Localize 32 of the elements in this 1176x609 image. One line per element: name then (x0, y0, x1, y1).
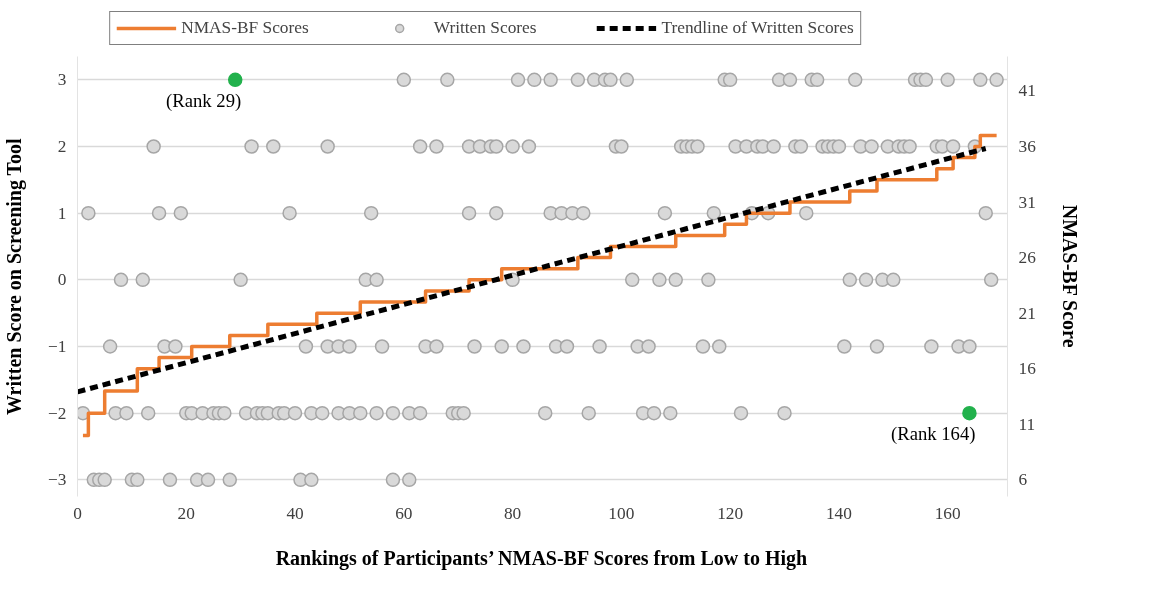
x-tick-label: 20 (177, 503, 195, 523)
y-tick-label: 3 (57, 70, 67, 90)
x-tick-label: 100 (608, 503, 635, 523)
y2-tick-label: 41 (1018, 81, 1036, 101)
y2-tick-label: 31 (1018, 192, 1036, 212)
annotation: (Rank 164) (890, 423, 976, 446)
annotation: (Rank 29) (166, 89, 242, 112)
x-tick-label: 140 (825, 503, 852, 523)
y-tick-label: 0 (57, 270, 67, 290)
y2-axis-title: NMAS-BF Score (1058, 204, 1081, 348)
x-tick-label: 40 (286, 503, 304, 523)
y2-tick-label: 26 (1018, 248, 1037, 268)
y-tick-label: −1 (48, 337, 67, 356)
legend-label: NMAS-BF Scores (181, 18, 309, 38)
y-tick-label: 2 (57, 137, 67, 156)
x-tick-label: 160 (934, 503, 961, 523)
y-tick-label: 1 (57, 203, 67, 223)
y-axis-title: Written Score on Screening Tool (3, 137, 27, 416)
y2-tick-label: 11 (1018, 414, 1036, 434)
x-tick-label: 120 (717, 503, 744, 523)
y2-tick-label: 6 (1018, 470, 1028, 490)
y-tick-label: −2 (48, 403, 67, 423)
y2-tick-label: 36 (1018, 137, 1037, 156)
y2-tick-label: 16 (1018, 359, 1037, 379)
legend-label: Written Scores (433, 18, 537, 38)
x-tick-label: 60 (395, 503, 413, 523)
y2-tick-label: 21 (1018, 303, 1036, 323)
x-tick-label: 80 (503, 503, 522, 523)
x-tick-label: 0 (73, 503, 82, 523)
y-tick-label: −3 (48, 470, 67, 490)
legend-label: Trendline of Written Scores (661, 18, 854, 38)
x-axis-title: Rankings of Participants’ NMAS-BF Scores from Low to High (275, 546, 808, 570)
